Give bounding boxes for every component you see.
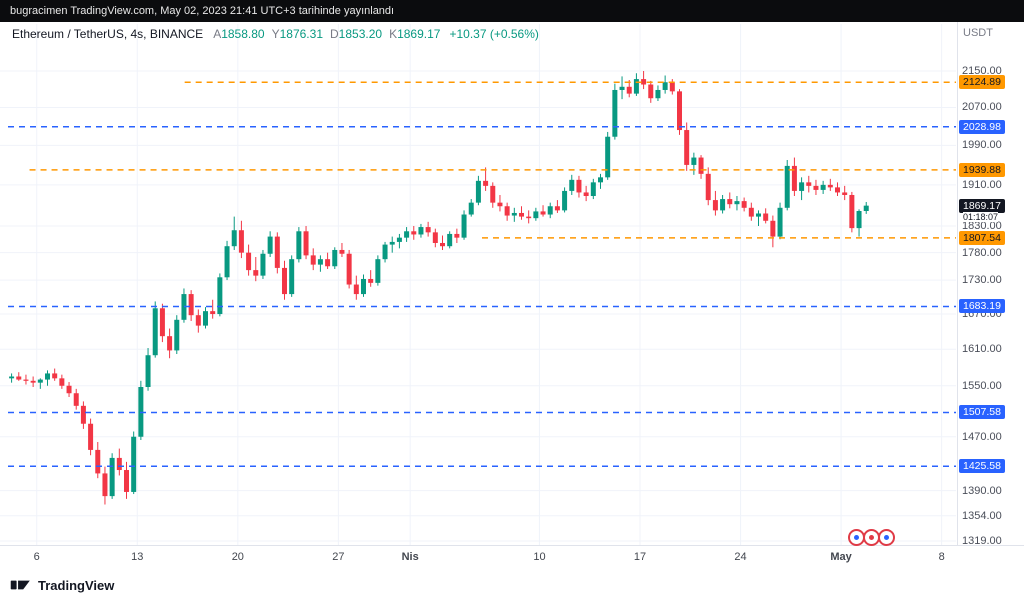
ohlc-open: A1858.80 xyxy=(213,27,265,41)
stamp-icon[interactable] xyxy=(878,529,895,546)
symbol-legend: Ethereum / TetherUS, 4s, BINANCE A1858.8… xyxy=(12,27,539,41)
publish-bar: bugracimen TradingView.com, May 02, 2023… xyxy=(0,0,1024,22)
footer: TradingView xyxy=(0,570,1024,600)
currency-label: USDT xyxy=(963,27,993,39)
tradingview-logo-icon[interactable] xyxy=(10,576,32,594)
ohlc-high: Y1876.31 xyxy=(271,27,323,41)
symbol-title[interactable]: Ethereum / TetherUS, 4s, BINANCE xyxy=(12,27,204,41)
sticker-stamps[interactable] xyxy=(848,529,895,546)
publish-text: bugracimen TradingView.com, May 02, 2023… xyxy=(10,5,395,17)
change-value: +10.37 (+0.56%) xyxy=(449,27,539,41)
ohlc-low: D1853.20 xyxy=(330,27,383,41)
brand-name[interactable]: TradingView xyxy=(38,577,115,593)
ohlc-close: K1869.17 xyxy=(389,27,441,41)
